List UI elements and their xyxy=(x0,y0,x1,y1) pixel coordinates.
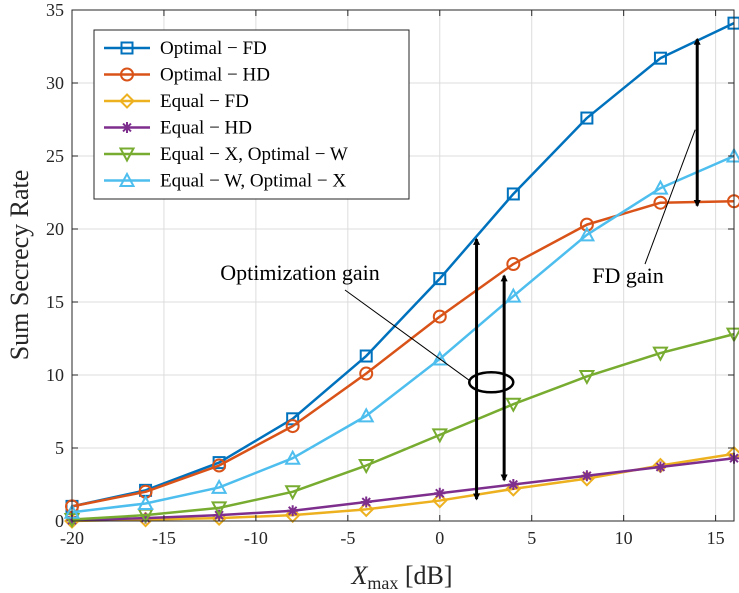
legend-label: Equal − X, Optimal − W xyxy=(160,144,348,165)
data-point-triangle-up xyxy=(652,179,669,195)
series-line xyxy=(71,456,735,522)
x-tick-label: -10 xyxy=(244,528,268,548)
data-point-asterisk xyxy=(507,479,519,490)
data-point-triangle-down xyxy=(652,346,669,362)
data-point-asterisk xyxy=(140,512,152,524)
x-tick-label: -15 xyxy=(152,528,176,548)
data-point-triangle-down xyxy=(358,459,375,475)
data-point-square xyxy=(580,111,594,125)
legend-entry: Equal − FD xyxy=(104,91,249,112)
x-axis-label-unit: [dB] xyxy=(398,561,452,590)
legend-entry: Equal − X, Optimal − W xyxy=(104,144,348,165)
legend-entry: Optimal − HD xyxy=(104,65,270,86)
series-line xyxy=(71,200,735,508)
y-tick-label: 25 xyxy=(46,146,64,166)
y-tick-label: 30 xyxy=(46,73,64,93)
data-point-circle xyxy=(653,195,668,210)
y-tick-label: 15 xyxy=(46,292,64,312)
y-tick-label: 0 xyxy=(55,511,64,531)
data-point-triangle-up xyxy=(578,226,596,242)
data-point-circle xyxy=(285,419,300,434)
data-point-circle xyxy=(359,366,374,381)
data-point-square xyxy=(653,51,667,65)
annotation-leader-line xyxy=(644,129,696,265)
legend: Optimal − FD Optimal − HD Equal − FD Equal … xyxy=(93,29,410,200)
x-axis-label-main: X xyxy=(350,561,368,590)
data-point-circle xyxy=(120,67,134,82)
data-point-asterisk xyxy=(434,487,446,499)
x-tick-label: 0 xyxy=(435,528,444,548)
data-point-triangle-up xyxy=(284,449,301,465)
data-point-diamond xyxy=(505,480,522,497)
data-point-asterisk xyxy=(287,505,299,517)
data-point-triangle-down xyxy=(431,428,448,444)
data-point-triangle-up xyxy=(137,494,154,510)
data-point-triangle-up xyxy=(358,407,375,423)
y-tick-label: 20 xyxy=(46,219,64,239)
x-axis-label-sub: max xyxy=(367,573,398,593)
data-point-asterisk xyxy=(121,122,133,133)
data-point-circle xyxy=(432,309,447,324)
y-tick-label: 10 xyxy=(46,365,64,385)
series-line xyxy=(71,154,735,514)
legend-box xyxy=(93,29,410,200)
series-line xyxy=(71,22,735,508)
x-tick-label: 10 xyxy=(615,528,633,548)
data-point-asterisk xyxy=(360,496,372,508)
data-point-triangle-down xyxy=(210,501,228,517)
plot-frame xyxy=(71,9,735,522)
legend-label: Equal − HD xyxy=(160,118,252,139)
legend-label: Optimal − FD xyxy=(160,38,267,59)
series-layer xyxy=(63,16,739,529)
data-point-circle xyxy=(212,458,227,473)
data-point-diamond xyxy=(119,93,135,109)
annotation-ellipse xyxy=(468,371,515,394)
data-point-square xyxy=(433,272,447,286)
data-point-square xyxy=(286,412,300,426)
data-point-square xyxy=(359,349,373,363)
axes-layer: -20 -15 -10 -5 0 5 10 15 0 5 10 15 20 25 30 35 xyxy=(46,0,734,548)
y-axis-label: Sum Secrecy Rate xyxy=(5,170,34,361)
legend-label: Equal − W, Optimal − X xyxy=(160,171,346,192)
y-tick-label: 5 xyxy=(55,438,64,458)
x-tick-label: 5 xyxy=(527,528,536,548)
series-line xyxy=(71,332,735,521)
series-6 xyxy=(63,147,739,519)
data-point-circle xyxy=(579,217,594,232)
x-tick-label: 15 xyxy=(707,528,725,548)
data-point-circle xyxy=(506,257,521,272)
legend-label: Optimal − HD xyxy=(160,65,270,86)
data-point-diamond xyxy=(284,507,301,524)
data-point-triangle-down xyxy=(284,485,301,501)
annotation-layer: Optimization gain FD gain xyxy=(220,37,701,501)
legend-label: Equal − FD xyxy=(160,91,249,112)
data-point-triangle-down xyxy=(118,147,136,163)
x-tick-label: -5 xyxy=(340,528,355,548)
data-point-diamond xyxy=(358,501,375,518)
data-point-triangle-down xyxy=(505,397,522,413)
data-point-square xyxy=(120,41,134,55)
legend-entry: Optimal − FD xyxy=(104,38,267,59)
data-point-asterisk xyxy=(581,470,593,482)
legend-entry: Equal − HD xyxy=(104,118,252,139)
data-point-triangle-up xyxy=(210,478,228,494)
y-tick-label: 35 xyxy=(46,0,64,20)
data-point-triangle-up xyxy=(118,171,136,187)
x-axis-label: Xmax [dB] xyxy=(350,561,452,593)
data-point-asterisk xyxy=(654,461,666,473)
data-point-triangle-up xyxy=(505,287,522,303)
annotation-leader-line xyxy=(344,289,470,381)
data-point-triangle-up xyxy=(431,350,448,366)
legend-entry: Equal − W, Optimal − X xyxy=(104,171,346,192)
x-tick-label: -20 xyxy=(60,528,84,548)
data-point-diamond xyxy=(431,492,448,509)
data-point-square xyxy=(506,187,520,201)
data-point-triangle-down xyxy=(578,369,596,386)
annotation-label: FD gain xyxy=(592,263,664,288)
annotation-label: Optimization gain xyxy=(220,260,379,285)
